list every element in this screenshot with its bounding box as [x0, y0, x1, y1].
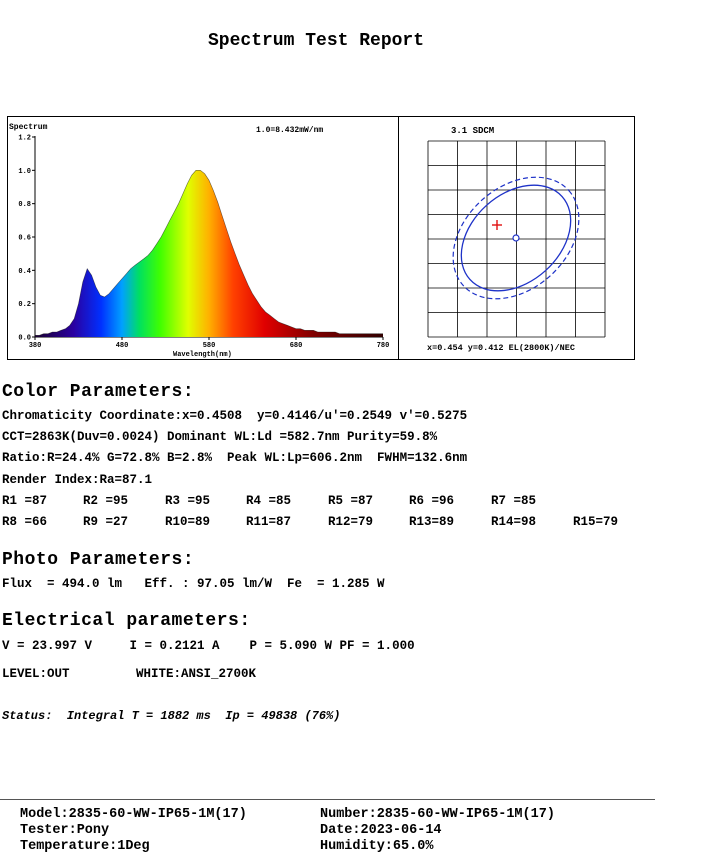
spectrum-panel: Spectrum 1.0=8.432mW/nm Wavelength(nm) 0… — [7, 116, 399, 360]
footer-temperature: Temperature:1Deg — [20, 839, 150, 854]
ratio-line: Ratio:R=24.4% G=72.8% B=2.8% Peak WL:Lp=… — [2, 451, 468, 465]
status-line: Status: Integral T = 1882 ms Ip = 49838 … — [2, 709, 341, 723]
spectrum-line — [35, 170, 383, 336]
r-value: R9 =27 — [83, 515, 129, 529]
y-tick-label: 1.2 — [18, 135, 31, 143]
cct-line: CCT=2863K(Duv=0.0024) Dominant WL:Ld =58… — [2, 430, 438, 444]
r-value: R3 =95 — [165, 494, 211, 508]
level-value: LEVEL:OUT — [2, 667, 70, 681]
r-value: R1 =87 — [2, 494, 48, 508]
r-value: R2 =95 — [83, 494, 129, 508]
y-tick-label: 0.6 — [18, 235, 31, 243]
r-value: R7 =85 — [491, 494, 537, 508]
sdcm-ellipse-inner — [460, 184, 572, 292]
y-tick-label: 0.0 — [18, 335, 31, 343]
r-value: R10=89 — [165, 515, 211, 529]
white-value: WHITE:ANSI_2700K — [136, 667, 257, 681]
r-value: R6 =96 — [409, 494, 455, 508]
sdcm-panel: 3.1 SDCM x=0.454 y=0.412 EL(2800K)/NEC — [398, 116, 635, 360]
electrical-line: V = 23.997 V I = 0.2121 A P = 5.090 W PF… — [2, 639, 415, 653]
spectrum-xlabel: Wavelength(nm) — [173, 351, 232, 359]
footer-model: Model:2835-60-WW-IP65-1M(17) — [20, 807, 247, 822]
footer-humidity: Humidity:65.0% — [320, 839, 434, 854]
r-value: R5 =87 — [328, 494, 374, 508]
r-value: R13=89 — [409, 515, 455, 529]
spectrum-label: Spectrum — [9, 123, 48, 132]
flux-line: Flux = 494.0 lm Eff. : 97.05 lm/W Fe = 1… — [2, 577, 385, 591]
y-tick-label: 1.0 — [18, 168, 31, 176]
target-point — [512, 234, 520, 242]
r-value: R14=98 — [491, 515, 537, 529]
y-tick-label: 0.8 — [18, 201, 31, 209]
spectrum-scale: 1.0=8.432mW/nm — [256, 126, 323, 135]
sdcm-chart: 3.1 SDCM x=0.454 y=0.412 EL(2800K)/NEC — [427, 126, 606, 353]
r-value: R11=87 — [246, 515, 292, 529]
spectrum-curve — [35, 170, 383, 337]
electrical-params-heading: Electrical parameters: — [2, 611, 251, 631]
x-tick-label: 480 — [116, 342, 129, 350]
footer-tester: Tester:Pony — [20, 823, 110, 838]
report-title: Spectrum Test Report — [208, 31, 425, 51]
r-value: R12=79 — [328, 515, 374, 529]
measured-point-marker — [492, 220, 502, 230]
footer-divider — [0, 799, 655, 800]
r-value: R15=79 — [573, 515, 619, 529]
color-params-heading: Color Parameters: — [2, 382, 195, 402]
spectrum-chart: Spectrum 1.0=8.432mW/nm Wavelength(nm) 0… — [9, 123, 389, 359]
sdcm-label: 3.1 SDCM — [451, 126, 494, 136]
photo-params-heading: Photo Parameters: — [2, 550, 195, 570]
x-tick-label: 780 — [377, 342, 390, 350]
spectrum-ticks: 0.0 0.2 0.4 0.6 0.8 1.0 1.2 380 480 580 680 780 — [18, 135, 389, 351]
y-tick-label: 0.2 — [18, 301, 31, 309]
x-tick-label: 580 — [203, 342, 216, 350]
sdcm-readout: x=0.454 y=0.412 EL(2800K)/NEC — [427, 343, 575, 353]
footer-number: Number:2835-60-WW-IP65-1M(17) — [320, 807, 555, 822]
render-index-line: Render Index:Ra=87.1 — [2, 473, 153, 487]
y-tick-label: 0.4 — [18, 268, 31, 276]
x-tick-label: 380 — [29, 342, 42, 350]
x-tick-label: 680 — [290, 342, 303, 350]
chromaticity-line: Chromaticity Coordinate:x=0.4508 y=0.414… — [2, 409, 468, 423]
r-value: R4 =85 — [246, 494, 292, 508]
sdcm-ellipse-outer — [452, 176, 580, 300]
footer-date: Date:2023-06-14 — [320, 823, 442, 838]
r-value: R8 =66 — [2, 515, 48, 529]
spectrum-area — [35, 170, 383, 337]
